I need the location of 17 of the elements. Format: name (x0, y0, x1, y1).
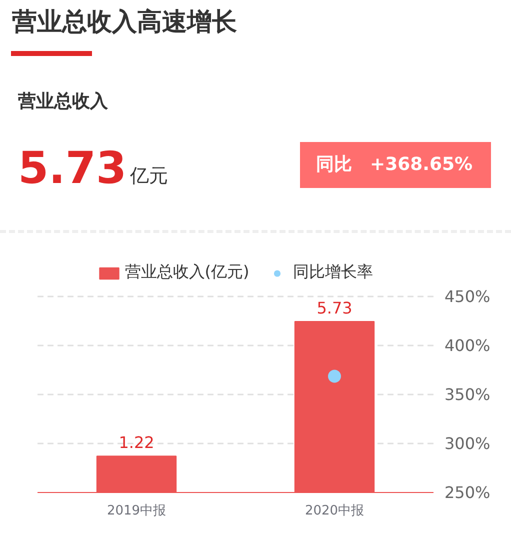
y2-tick-label: 450% (444, 287, 490, 306)
legend-label: 同比增长率 (293, 262, 374, 283)
chart-title: 营业总收入高速增长 (12, 6, 237, 38)
text: +368.65% (370, 154, 473, 175)
x-tick-label: 2019中报 (106, 504, 166, 518)
y2-tick-label: 300% (444, 434, 490, 453)
text: 5.73 (18, 142, 127, 196)
y2-tick-label: 350% (444, 385, 490, 404)
data-label: 5.73 (316, 298, 352, 318)
chart-subtitle: 营业总收入 (18, 90, 108, 114)
y2-tick-label: 250% (444, 483, 490, 502)
text: 同比 (316, 154, 352, 175)
text: 亿元 (130, 164, 168, 189)
x-tick-label: 2020中报 (304, 504, 364, 518)
data-label: 1.22 (118, 433, 154, 452)
legend-label: 营业总收入(亿元) (124, 262, 250, 283)
y2-tick-label: 400% (444, 336, 490, 355)
